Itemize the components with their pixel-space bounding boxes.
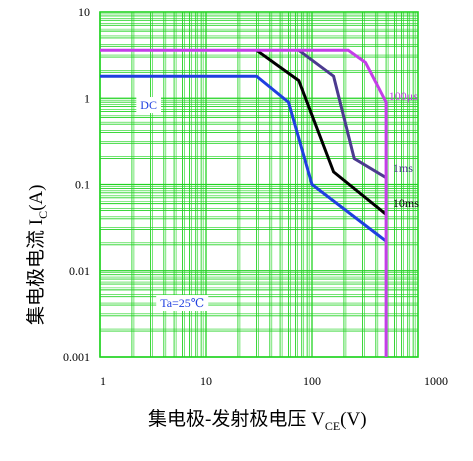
x-axis-title: 集电极-发射极电压 VCE(V): [148, 408, 367, 433]
y-tick-label: 0.001: [63, 350, 90, 364]
x-axis-title-main: 集电极-发射极电压 V: [148, 408, 325, 430]
annotation-100s: 100μs: [389, 89, 418, 103]
y-axis-title-sub: C: [36, 211, 50, 219]
y-tick-label: 1: [84, 91, 90, 105]
x-tick-label: 1: [100, 374, 106, 388]
grid-lines: [100, 12, 418, 357]
x-tick-label: 1000: [424, 374, 448, 388]
y-tick-label: 0.1: [75, 178, 90, 192]
y-axis-title-tail: (A): [26, 185, 47, 211]
annotation-1ms: 1ms: [393, 161, 413, 175]
y-axis-title: 集电极电流 IC(A): [25, 185, 50, 325]
annotation-10ms: 10ms: [393, 196, 419, 210]
x-tick-labels: 1 10 100 1000: [100, 374, 448, 388]
y-tick-labels: 0.001 0.01 0.1 1 10: [63, 5, 90, 364]
y-axis-title-main: 集电极电流 I: [25, 219, 47, 325]
x-axis-title-tail: (V): [340, 409, 366, 430]
y-tick-label: 0.01: [69, 264, 90, 278]
annotation-dc: DC: [140, 98, 157, 112]
x-axis-title-sub: CE: [325, 419, 340, 433]
x-tick-label: 10: [200, 374, 212, 388]
y-tick-label: 10: [78, 5, 90, 19]
x-tick-label: 100: [303, 374, 321, 388]
annotation-ta25: Ta=25℃: [160, 296, 204, 310]
